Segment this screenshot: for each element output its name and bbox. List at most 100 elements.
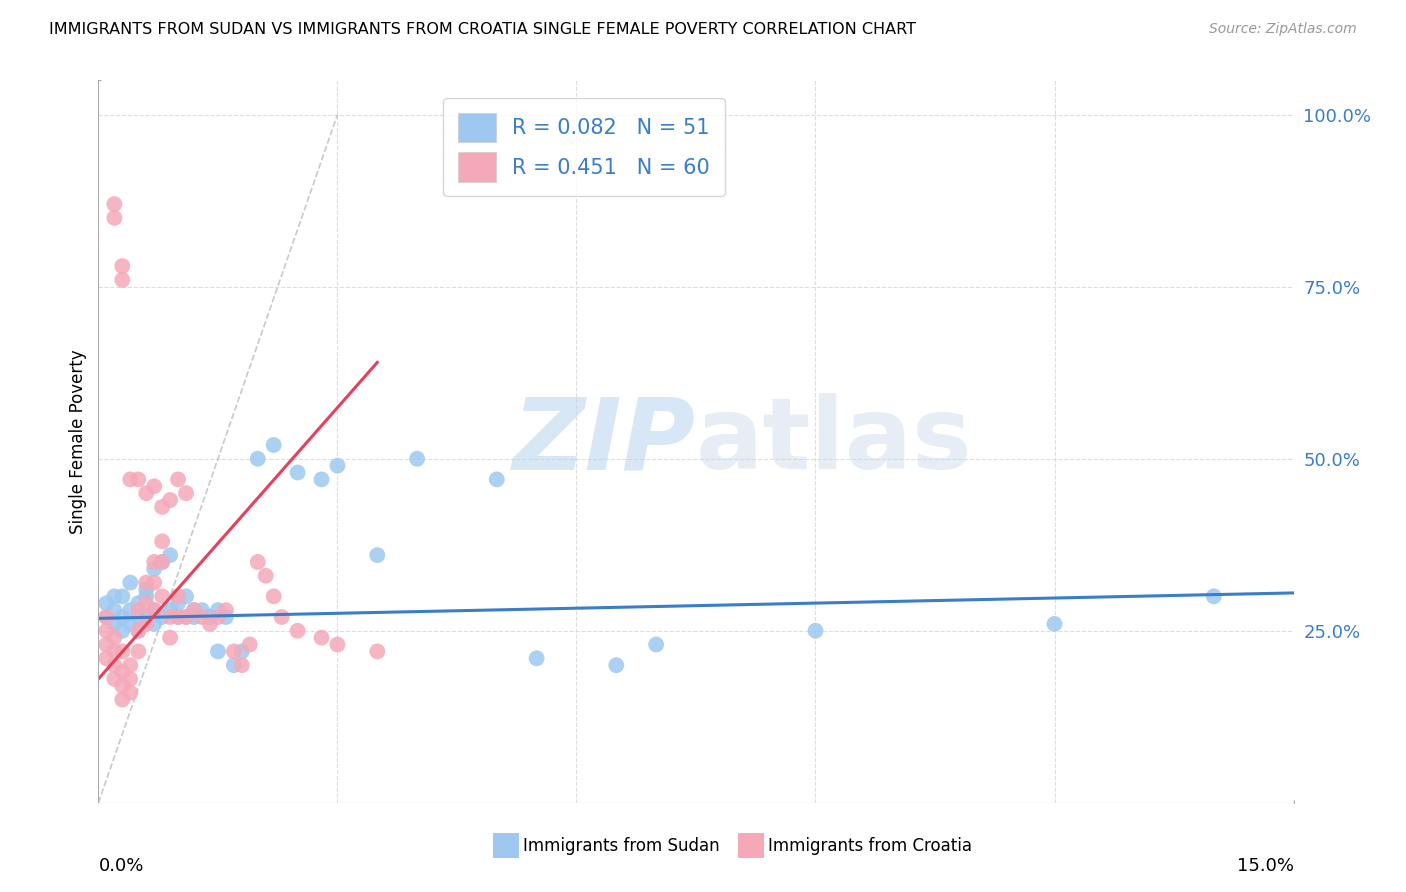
- Point: [96, 651, 118, 665]
- Text: IMMIGRANTS FROM SUDAN VS IMMIGRANTS FROM CROATIA SINGLE FEMALE POVERTY CORRELATI: IMMIGRANTS FROM SUDAN VS IMMIGRANTS FROM…: [49, 22, 917, 37]
- Point: [311, 472, 333, 486]
- Point: [174, 486, 197, 500]
- Point: [135, 596, 157, 610]
- Point: [366, 548, 388, 562]
- Point: [1043, 616, 1066, 631]
- Point: [222, 658, 245, 673]
- Point: [120, 672, 142, 686]
- Point: [246, 555, 269, 569]
- Point: [485, 472, 508, 486]
- Point: [215, 610, 238, 624]
- Point: [183, 603, 205, 617]
- Point: [103, 211, 125, 225]
- Bar: [738, 833, 763, 858]
- Point: [103, 603, 125, 617]
- Point: [120, 472, 142, 486]
- Point: [127, 644, 149, 658]
- Point: [143, 603, 166, 617]
- Point: [120, 658, 142, 673]
- Point: [103, 672, 125, 686]
- Point: [103, 590, 125, 604]
- Point: [222, 644, 245, 658]
- Point: [167, 472, 190, 486]
- Point: [96, 610, 118, 624]
- Point: [135, 590, 157, 604]
- Point: [198, 610, 221, 624]
- Point: [207, 644, 229, 658]
- Point: [311, 631, 333, 645]
- Point: [111, 590, 134, 604]
- Bar: [494, 833, 519, 858]
- Point: [111, 259, 134, 273]
- Point: [111, 610, 134, 624]
- Point: [127, 603, 149, 617]
- Point: [645, 638, 668, 652]
- Point: [167, 590, 190, 604]
- Point: [143, 479, 166, 493]
- Point: [287, 466, 309, 480]
- Point: [96, 638, 118, 652]
- Point: [183, 603, 205, 617]
- Point: [174, 610, 197, 624]
- Point: [159, 610, 181, 624]
- Point: [159, 493, 181, 508]
- Point: [804, 624, 827, 638]
- Text: ZIP: ZIP: [513, 393, 696, 490]
- Point: [150, 500, 173, 514]
- Point: [103, 644, 125, 658]
- Point: [239, 638, 262, 652]
- Y-axis label: Single Female Poverty: Single Female Poverty: [69, 350, 87, 533]
- Point: [254, 568, 277, 582]
- Point: [159, 548, 181, 562]
- Point: [103, 658, 125, 673]
- Text: Immigrants from Croatia: Immigrants from Croatia: [768, 838, 972, 855]
- Point: [270, 610, 292, 624]
- Point: [143, 603, 166, 617]
- Point: [143, 555, 166, 569]
- Point: [127, 624, 149, 638]
- Point: [174, 610, 197, 624]
- Point: [326, 458, 349, 473]
- Point: [143, 562, 166, 576]
- Point: [167, 610, 190, 624]
- Text: Immigrants from Sudan: Immigrants from Sudan: [523, 838, 720, 855]
- Point: [263, 438, 285, 452]
- Point: [135, 575, 157, 590]
- Point: [96, 624, 118, 638]
- Point: [135, 616, 157, 631]
- Point: [111, 679, 134, 693]
- Point: [96, 610, 118, 624]
- Point: [207, 603, 229, 617]
- Point: [167, 596, 190, 610]
- Point: [246, 451, 269, 466]
- Point: [96, 596, 118, 610]
- Point: [135, 486, 157, 500]
- Point: [150, 590, 173, 604]
- Legend: R = 0.082   N = 51, R = 0.451   N = 60: R = 0.082 N = 51, R = 0.451 N = 60: [443, 98, 724, 196]
- Point: [111, 624, 134, 638]
- Point: [111, 665, 134, 679]
- Point: [167, 610, 190, 624]
- Point: [111, 644, 134, 658]
- Point: [127, 624, 149, 638]
- Point: [191, 603, 214, 617]
- Point: [111, 273, 134, 287]
- Point: [150, 555, 173, 569]
- Point: [526, 651, 548, 665]
- Point: [191, 610, 214, 624]
- Point: [120, 603, 142, 617]
- Point: [103, 197, 125, 211]
- Point: [103, 616, 125, 631]
- Point: [1202, 590, 1225, 604]
- Point: [120, 686, 142, 700]
- Point: [127, 610, 149, 624]
- Point: [150, 610, 173, 624]
- Point: [183, 610, 205, 624]
- Point: [111, 692, 134, 706]
- Point: [150, 534, 173, 549]
- Point: [198, 616, 221, 631]
- Point: [103, 631, 125, 645]
- Point: [120, 616, 142, 631]
- Point: [135, 582, 157, 597]
- Point: [174, 590, 197, 604]
